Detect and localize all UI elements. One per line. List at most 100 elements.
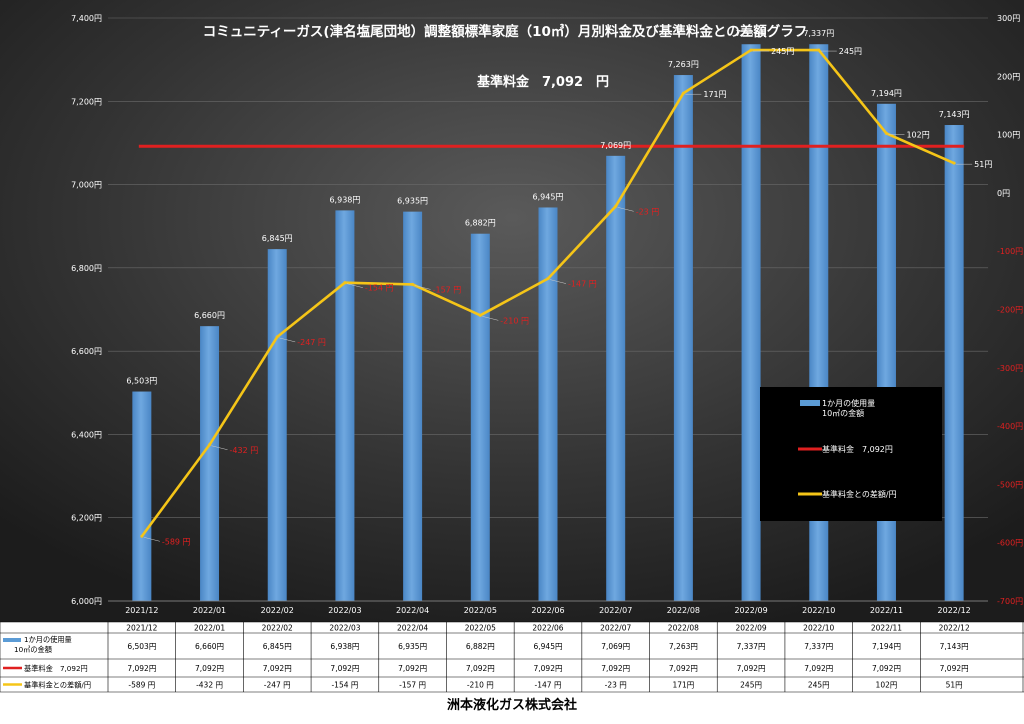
y-tick-label: 7,400円 — [71, 14, 102, 23]
y2-tick-label: -600円 — [997, 539, 1023, 548]
x-tick-label: 2022/02 — [261, 606, 294, 615]
difference-point — [817, 48, 821, 52]
difference-line — [140, 48, 956, 538]
y2-tick-label: -400円 — [997, 422, 1023, 431]
table-value-cell: 6,945円 — [534, 642, 563, 651]
table-value-cell: 7,337円 — [737, 642, 766, 651]
y-tick-label: 6,400円 — [71, 430, 102, 439]
table-value-cell: 7,092円 — [263, 664, 292, 673]
table-series-label: 1か月の使用量 — [24, 635, 72, 644]
difference-label: -210 円 — [500, 316, 529, 325]
table-header-cell: 2022/05 — [465, 624, 496, 633]
table-value-cell: -589 円 — [128, 681, 155, 690]
table-value-cell: 7,092円 — [940, 664, 969, 673]
table-header-cell: 2021/12 — [126, 624, 157, 633]
difference-label-leader — [617, 207, 634, 212]
table-header-cell: 2022/03 — [329, 624, 360, 633]
bar-label: 7,337円 — [736, 29, 767, 38]
difference-label: -157 円 — [433, 285, 462, 294]
table-background — [0, 622, 1024, 692]
bar — [538, 207, 558, 601]
table-series-label: 10㎥の金額 — [14, 645, 52, 654]
y2-tick-label: -100円 — [997, 247, 1023, 256]
table-series-label: 基準料金 7,092円 — [24, 664, 88, 673]
table-value-cell: -432 円 — [196, 681, 223, 690]
y2-tick-label: -500円 — [997, 480, 1023, 489]
table-header-cell: 2022/04 — [397, 624, 428, 633]
chart-title: コミュニティーガス(津名塩尾団地）調整額標準家庭（10㎥）月別料金及び基準料金と… — [203, 23, 808, 40]
table-header-cell: 2022/08 — [668, 624, 699, 633]
data-table: 2021/12 2022/01 2022/02 2022/03 2022/04 2022/… — [0, 621, 1024, 693]
table-value-cell: 7,092円 — [737, 664, 766, 673]
table-header-cell: 2022/10 — [803, 624, 834, 633]
bar-label: 6,935円 — [397, 197, 428, 206]
difference-label: 245円 — [839, 47, 862, 56]
bar — [267, 249, 287, 601]
bar-label: 6,938円 — [329, 195, 360, 204]
bar — [673, 75, 693, 601]
x-tick-label: 2022/08 — [667, 606, 700, 615]
difference-label: -147 円 — [568, 280, 597, 289]
table-value-cell: -154 円 — [331, 681, 358, 690]
difference-label: 171円 — [703, 90, 726, 99]
table-header-cell: 2022/06 — [532, 624, 563, 633]
table-value-cell: 7,337円 — [804, 642, 833, 651]
x-tick-label: 2022/07 — [599, 606, 632, 615]
difference-label-leader — [346, 283, 363, 288]
difference-point — [343, 281, 347, 285]
table-header-cell: 2022/07 — [600, 624, 631, 633]
y2-tick-label: 0円 — [997, 189, 1010, 198]
y-tick-label: 7,200円 — [71, 97, 102, 106]
x-tick-label: 2022/01 — [193, 606, 226, 615]
legend-swatch — [800, 400, 820, 406]
difference-point — [749, 48, 753, 52]
y2-tick-label: -700円 — [997, 597, 1023, 606]
x-tick-label: 2022/10 — [802, 606, 835, 615]
table-value-cell: 6,938円 — [330, 642, 359, 651]
table-value-cell: 7,092円 — [330, 664, 359, 673]
table-value-cell: 7,092円 — [601, 664, 630, 673]
bar-label: 6,503円 — [126, 377, 157, 386]
y2-tick-label: -300円 — [997, 364, 1023, 373]
table-value-cell: 6,660円 — [195, 642, 224, 651]
table-value-cell: 102円 — [876, 681, 898, 690]
bar — [944, 125, 964, 601]
difference-data-labels: -589 円 -432 円 -247 円 -154 円 -157 円 -210 円 -147… — [143, 47, 992, 546]
table-value-cell: 7,092円 — [466, 664, 495, 673]
y2-tick-label: -200円 — [997, 306, 1023, 315]
table-header-cell: 2022/02 — [262, 624, 293, 633]
table-value-cell: -210 円 — [467, 681, 494, 690]
difference-label: 245円 — [771, 47, 794, 56]
bar — [606, 155, 626, 601]
table-header-cell: 2022/09 — [735, 624, 766, 633]
y2-tick-label: 200円 — [997, 72, 1020, 81]
difference-label: -247 円 — [297, 338, 326, 347]
bar-label: 6,660円 — [194, 311, 225, 320]
y-axis-left: 6,000円 6,200円 6,400円 6,600円 6,800円 7,000円 7,20… — [71, 14, 102, 606]
table-header-cell: 2022/11 — [871, 624, 902, 633]
table-value-cell: 7,092円 — [195, 664, 224, 673]
table-value-cell: 6,882円 — [466, 642, 495, 651]
table-value-cell: -147 円 — [535, 681, 562, 690]
table-value-cell: -157 円 — [399, 681, 426, 690]
chart-subtitle: 基準料金 7,092 円 — [476, 74, 609, 90]
bar-label: 7,069円 — [600, 141, 631, 150]
difference-label-leader — [549, 279, 567, 284]
difference-point — [952, 161, 956, 165]
bar-label: 6,945円 — [533, 192, 564, 201]
bar-series — [132, 44, 964, 602]
table-series-label: 基準料金との差額/円 — [24, 681, 91, 690]
y2-tick-label: 300円 — [997, 14, 1020, 23]
bar — [200, 326, 220, 601]
y-tick-label: 6,200円 — [71, 514, 102, 523]
y-tick-label: 6,800円 — [71, 264, 102, 273]
legend-label: 1か月の使用量 — [822, 398, 875, 408]
x-axis: 2021/12 2022/01 2022/02 2022/03 2022/04 2022/… — [108, 600, 988, 615]
bar-label: 7,337円 — [803, 29, 834, 38]
y-tick-label: 6,000円 — [71, 597, 102, 606]
y-tick-label: 6,600円 — [71, 347, 102, 356]
difference-point — [614, 204, 618, 208]
legend-label: 10㎥の金額 — [822, 408, 864, 418]
